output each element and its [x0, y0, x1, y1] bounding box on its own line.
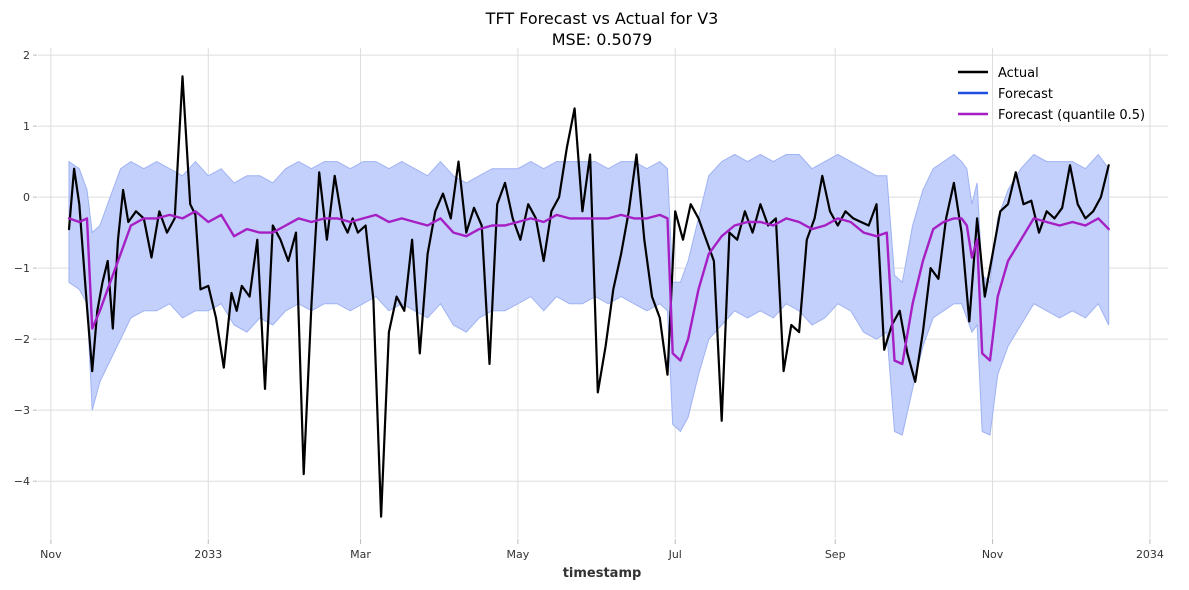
y-tick-label: −4 [14, 475, 30, 488]
series-line-layer [67, 75, 1110, 518]
x-axis-label: timestamp [563, 566, 642, 581]
x-tick-label: Nov [982, 548, 1004, 561]
legend-label: Forecast [998, 87, 1053, 102]
y-tick-label: 2 [23, 49, 30, 62]
x-tick-label: 2034 [1136, 548, 1164, 561]
y-tick-label: 1 [23, 120, 30, 133]
x-tick-label: Mar [350, 548, 371, 561]
forecast-median-series-line [67, 210, 1110, 366]
legend: Actual Forecast Forecast (quantile 0.5) [958, 66, 1145, 123]
actual-series-line [67, 75, 1110, 518]
y-tick-label: 0 [23, 191, 30, 204]
legend-label: Forecast (quantile 0.5) [998, 108, 1145, 123]
y-tick-label: −3 [14, 404, 30, 417]
x-tick-label: May [506, 548, 529, 561]
x-tick-label: Jul [668, 548, 682, 561]
x-tick-label: 2033 [194, 548, 222, 561]
tick-label-layer: 2 1 0 −1 −2 −3 −4 Nov 2033 Mar May Jul Sep Nov 2034 [14, 49, 1164, 561]
confidence-band-layer [68, 153, 1110, 436]
legend-label: Actual [998, 66, 1039, 81]
forecast-confidence-band [68, 153, 1110, 436]
chart-subtitle: MSE: 0.5079 [552, 30, 653, 49]
y-tick-label: −1 [14, 262, 30, 275]
y-tick-label: −2 [14, 333, 30, 346]
chart-title: TFT Forecast vs Actual for V3 [485, 9, 719, 28]
x-tick-label: Nov [40, 548, 62, 561]
x-tick-label: Sep [825, 548, 846, 561]
